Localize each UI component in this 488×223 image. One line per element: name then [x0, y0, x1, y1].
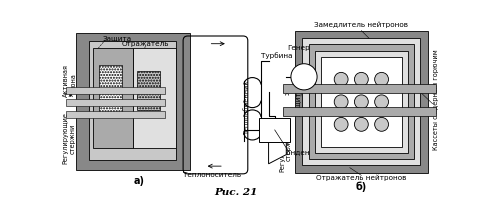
Text: Регулирующие
стержни: Регулирующие стержни	[62, 112, 76, 164]
Bar	[89, 41, 176, 160]
Text: Замедлитель нейтронов: Замедлитель нейтронов	[314, 21, 408, 27]
Text: Отражатель: Отражатель	[122, 41, 169, 47]
Text: Теплоноситель: Теплоноситель	[183, 172, 242, 178]
Circle shape	[334, 72, 348, 86]
Text: а): а)	[134, 176, 145, 186]
Text: Генератор: Генератор	[287, 45, 328, 51]
Text: Кассеты с ядерным горючим: Кассеты с ядерным горючим	[433, 50, 439, 150]
Circle shape	[375, 118, 388, 131]
Bar	[66, 87, 164, 94]
Bar	[93, 48, 133, 149]
Text: б): б)	[356, 182, 367, 192]
Bar	[66, 112, 164, 118]
Text: Рис. 21: Рис. 21	[214, 188, 257, 197]
Circle shape	[334, 118, 348, 131]
Bar	[283, 84, 436, 93]
Text: Теплообменник: Теплообменник	[244, 80, 250, 135]
Bar	[308, 44, 414, 159]
Text: Активная
зона: Активная зона	[63, 64, 77, 97]
Bar	[295, 31, 428, 173]
Bar	[76, 33, 190, 170]
Bar	[259, 118, 290, 142]
Bar	[133, 48, 176, 149]
Text: Турбина: Турбина	[261, 53, 292, 60]
Circle shape	[354, 95, 368, 109]
Text: Отражатель нейтронов: Отражатель нейтронов	[316, 174, 407, 181]
Bar	[303, 38, 420, 165]
Circle shape	[375, 72, 388, 86]
Circle shape	[375, 95, 388, 109]
Text: Защита: Защита	[294, 87, 300, 116]
Bar	[315, 51, 408, 153]
Bar	[99, 65, 122, 115]
Circle shape	[291, 64, 317, 90]
Polygon shape	[268, 133, 286, 164]
Bar	[137, 71, 160, 110]
Text: Защита: Защита	[102, 35, 131, 41]
Text: Регулирующие
стержни: Регулирующие стержни	[279, 120, 292, 172]
Bar	[321, 57, 402, 147]
Text: Конденсатор: Конденсатор	[281, 150, 331, 156]
Bar	[66, 99, 164, 106]
Circle shape	[354, 118, 368, 131]
Circle shape	[354, 72, 368, 86]
Bar	[283, 107, 436, 116]
Circle shape	[334, 95, 348, 109]
